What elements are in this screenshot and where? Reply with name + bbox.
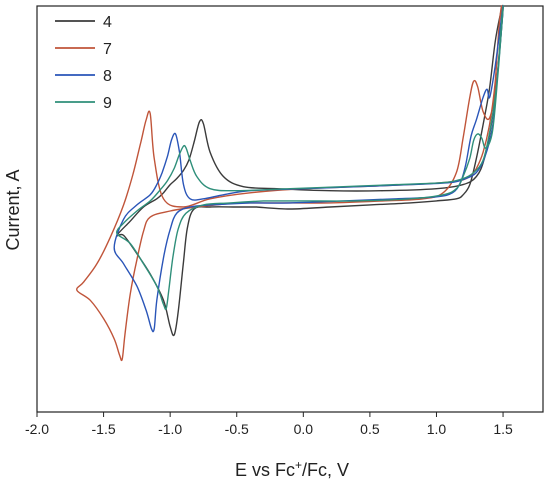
x-tick-label: 1.5 <box>493 421 513 437</box>
x-tick-label: -2.0 <box>25 421 49 437</box>
series-line-8 <box>113 4 504 333</box>
x-tick-label: 0.5 <box>360 421 380 437</box>
x-axis-ticks: -2.0 -1.5 -1.0 -0.5 0.0 0.5 1.0 1.5 <box>25 412 513 437</box>
x-tick-label: -0.5 <box>225 421 249 437</box>
x-tick-label: -1.5 <box>92 421 116 437</box>
plot-frame <box>36 5 544 413</box>
x-axis-label: E vs Fc+/Fc, V <box>235 458 349 480</box>
legend-label-4: 4 <box>103 14 112 31</box>
series-line-7 <box>76 5 503 362</box>
legend: 4 7 8 9 <box>55 14 112 112</box>
legend-label-7: 7 <box>103 41 112 58</box>
x-tick-label: 1.0 <box>427 421 447 437</box>
legend-label-9: 9 <box>103 95 112 112</box>
y-axis-label: Current, A <box>3 169 23 250</box>
x-tick-label: 0.0 <box>294 421 314 437</box>
series-lines <box>76 4 504 362</box>
legend-label-8: 8 <box>103 68 112 85</box>
series-line-9 <box>116 5 504 311</box>
series-line-4 <box>116 4 504 337</box>
x-tick-label: -1.0 <box>158 421 182 437</box>
